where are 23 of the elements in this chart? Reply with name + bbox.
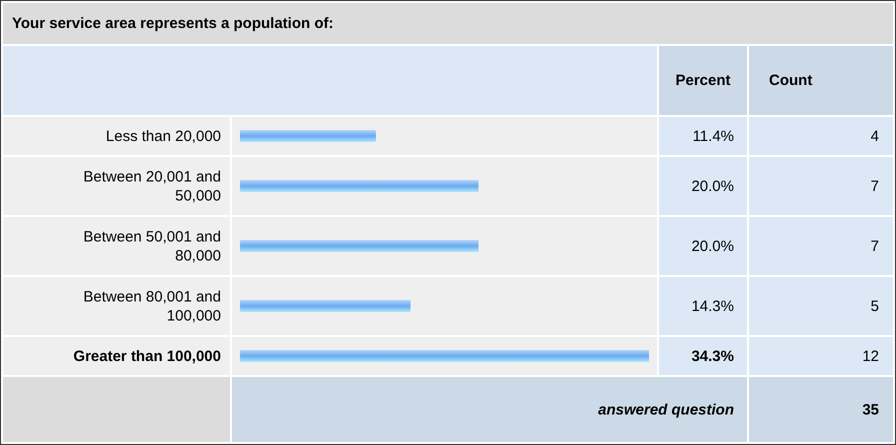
chart-title: Your service area represents a population of: bbox=[12, 15, 334, 32]
text: Percent bbox=[675, 72, 731, 89]
bar bbox=[240, 240, 478, 252]
y-tick-label: Between 80,001 and 100,000 bbox=[83, 288, 221, 324]
text: 5 bbox=[870, 298, 879, 315]
y-tick-label: Greater than 100,000 bbox=[73, 348, 221, 365]
text: 7 bbox=[870, 238, 879, 255]
y-tick-label: Less than 20,000 bbox=[106, 128, 221, 145]
y-tick-label: Between 50,001 and 80,000 bbox=[83, 228, 221, 264]
data-label: 14.3% bbox=[691, 298, 734, 315]
text: 35 bbox=[862, 402, 879, 418]
data-label: 20.0% bbox=[691, 178, 734, 195]
bar bbox=[240, 130, 376, 142]
data-label: 11.4% bbox=[692, 128, 734, 145]
bar bbox=[240, 350, 649, 362]
data-label: 34.3% bbox=[691, 348, 734, 365]
y-tick-label: Between 20,001 and 50,000 bbox=[83, 168, 221, 204]
text: answered question bbox=[598, 402, 734, 418]
text: 4 bbox=[870, 128, 879, 145]
text: 7 bbox=[870, 178, 879, 195]
text: 12 bbox=[862, 348, 879, 365]
text: Count bbox=[769, 72, 812, 89]
data-label: 20.0% bbox=[691, 238, 734, 255]
